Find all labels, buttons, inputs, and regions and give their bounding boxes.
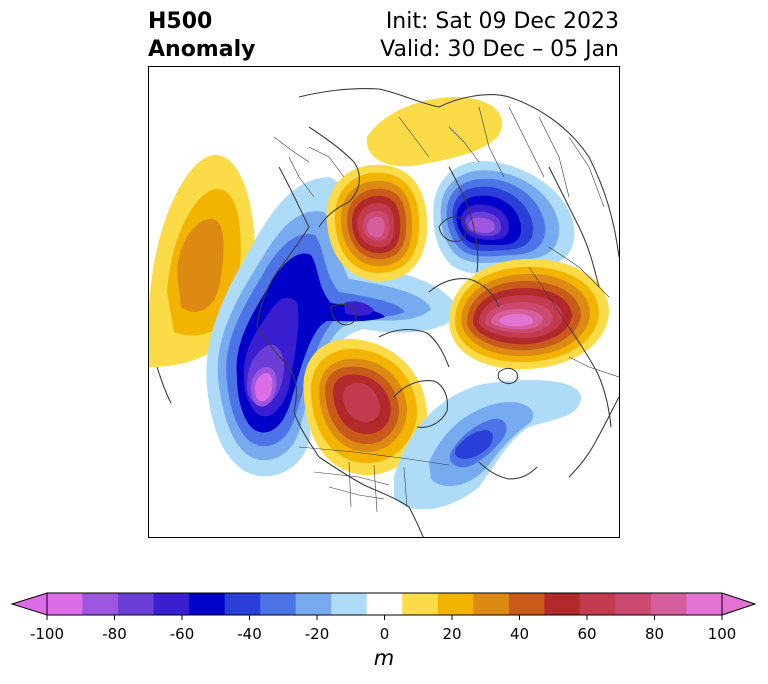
colorbar-swatch	[331, 593, 368, 615]
colorbar-unit: m	[373, 646, 395, 670]
colorbar-tick-label: -20	[305, 625, 330, 643]
country-borders	[273, 106, 619, 513]
title-variable: H500	[148, 9, 213, 34]
anomaly-negative-atlantic	[394, 380, 581, 510]
title-anomaly: Anomaly	[148, 37, 256, 62]
anomaly-positive-asia	[449, 258, 609, 370]
colorbar-swatch	[295, 593, 332, 615]
colorbar-swatch	[615, 593, 652, 615]
colorbar-tick-label: 60	[577, 625, 596, 643]
colorbar-swatch	[260, 593, 297, 615]
title-right: Init: Sat 09 Dec 2023 Valid: 30 Dec – 05…	[380, 8, 619, 64]
colorbar-swatch	[686, 593, 723, 615]
colorbar-tick-label: -100	[30, 625, 64, 643]
colorbar: -100 -80 -60 -40 -20 0 20 40 60 80 100	[10, 592, 757, 643]
colorbar-ticks: -100 -80 -60 -40 -20 0 20 40 60 80 100	[30, 615, 736, 643]
anomaly-positive-europe-band	[366, 97, 503, 167]
colorbar-tick-label: -40	[237, 625, 262, 643]
colorbar-swatch	[189, 593, 226, 615]
colorbar-swatch	[437, 593, 474, 615]
init-date: Init: Sat 09 Dec 2023	[385, 9, 619, 34]
valid-date: Valid: 30 Dec – 05 Jan	[380, 37, 619, 62]
title-left: H500 Anomaly	[148, 8, 255, 64]
anomaly-positive-pacific	[149, 154, 255, 367]
colorbar-swatch	[508, 593, 545, 615]
anomaly-map	[148, 66, 620, 538]
colorbar-extend-low	[10, 592, 48, 616]
colorbar-swatch	[473, 593, 510, 615]
colorbar-tick-label: 40	[510, 625, 529, 643]
colorbar-swatch	[47, 593, 84, 615]
colorbar-tick-label: 100	[708, 625, 737, 643]
colorbar-swatch	[118, 593, 155, 615]
colorbar-swatch	[579, 593, 616, 615]
colorbar-swatch	[402, 593, 439, 615]
colorbar-swatch	[544, 593, 581, 615]
anomaly-negative-eurasia	[433, 161, 575, 274]
anomaly-positive-siberia	[326, 164, 428, 282]
colorbar-tick-label: 80	[645, 625, 664, 643]
colorbar-swatch	[153, 593, 190, 615]
coastlines	[156, 88, 619, 537]
anomaly-negative-pacific	[206, 177, 459, 477]
colorbar-swatch	[82, 593, 119, 615]
colorbar-tick-label: -80	[102, 625, 127, 643]
colorbar-swatch	[366, 593, 403, 615]
colorbar-tick-label: -60	[170, 625, 195, 643]
colorbar-swatch	[224, 593, 261, 615]
colorbar-tick-label: 20	[442, 625, 461, 643]
colorbar-extend-high	[721, 592, 757, 616]
anomaly-positive-canada	[303, 338, 428, 476]
colorbar-tick-label: 0	[380, 625, 390, 643]
colorbar-swatch	[650, 593, 687, 615]
map-svg	[149, 88, 619, 537]
colorbar-boxes	[10, 592, 757, 616]
